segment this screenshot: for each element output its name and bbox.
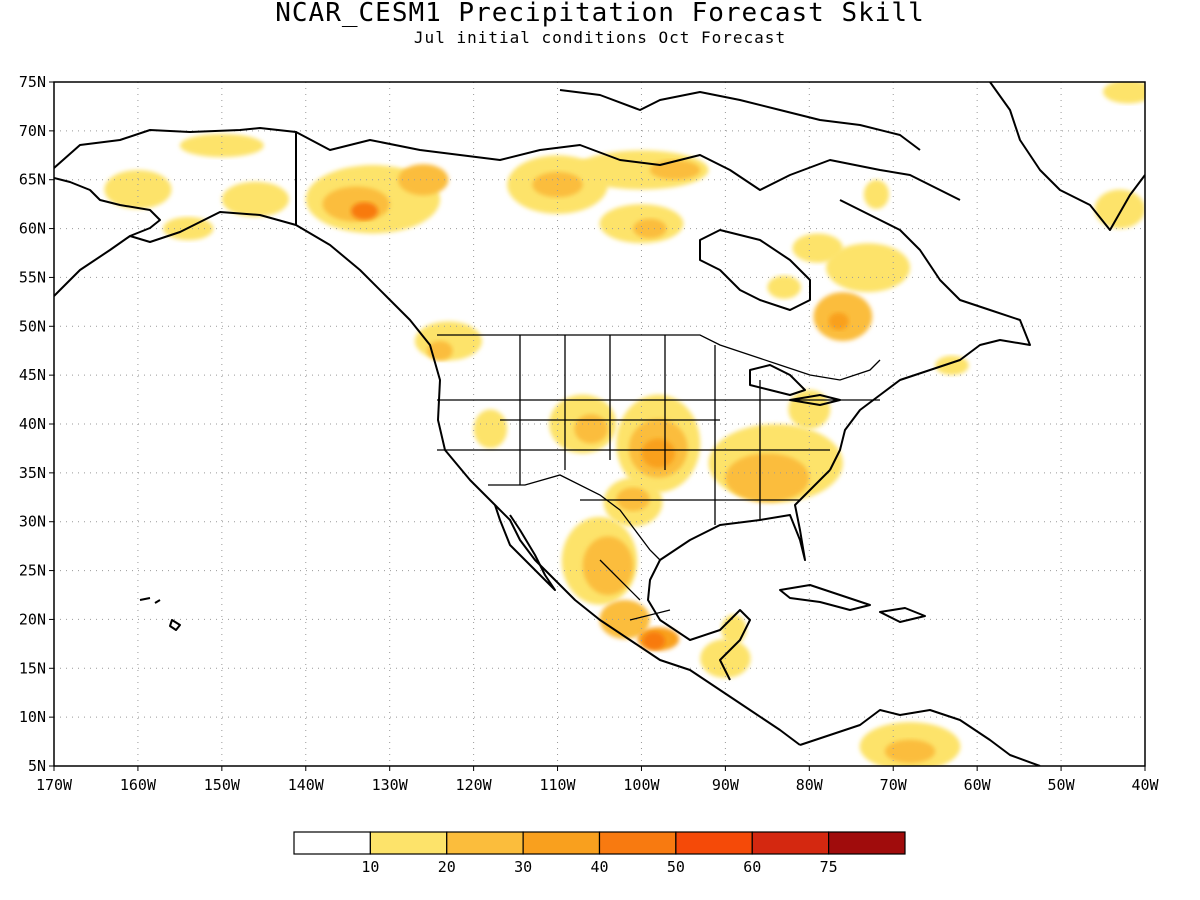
legend-swatch (751, 831, 830, 855)
skill-region-labrador-east (826, 243, 911, 293)
alaska-peninsula (54, 235, 131, 297)
lat-label: 35N (19, 464, 46, 482)
lon-label: 70W (880, 776, 908, 794)
lat-label: 10N (19, 708, 46, 726)
lat-label: 40N (19, 415, 46, 433)
lat-lon-grid (49, 81, 1146, 771)
lon-label: 120W (456, 776, 493, 794)
arctic-islands (559, 89, 921, 151)
gulf-coast (647, 559, 751, 681)
legend-swatch (522, 831, 601, 855)
lat-label: 25N (19, 562, 46, 580)
lon-label: 170W (36, 776, 73, 794)
skill-region-alaska-central (221, 181, 289, 217)
legend-swatch (675, 831, 753, 855)
skill-region-quebec-core (828, 312, 849, 331)
us-canada-border (437, 334, 881, 381)
legend-label: 40 (590, 858, 608, 876)
cuba (779, 584, 871, 611)
skill-region-nevada (473, 409, 508, 449)
longitude-labels: 170W 160W 150W 140W 130W 120W 110W 100W 90W 80W 70… (36, 776, 1160, 794)
legend-label: 50 (667, 858, 685, 876)
us-state-lines (437, 335, 880, 525)
lat-label: 55N (19, 268, 46, 286)
lon-label: 130W (372, 776, 409, 794)
skill-region-labrador (792, 233, 843, 263)
lat-label: 60N (19, 220, 46, 238)
lat-label: 15N (19, 659, 46, 677)
skill-region-greenland-ne (1103, 82, 1145, 104)
lon-label: 50W (1048, 776, 1076, 794)
legend-swatch (293, 831, 371, 855)
lon-label: 60W (964, 776, 992, 794)
legend-label: 75 (820, 858, 838, 876)
lon-label: 110W (539, 776, 576, 794)
lon-label: 40W (1131, 776, 1159, 794)
legend-swatch (369, 831, 448, 855)
mexico-states (599, 559, 671, 621)
chart-title: NCAR_CESM1 Precipitation Forecast Skill (275, 0, 925, 28)
legend-swatch (446, 831, 524, 855)
skill-region-southeast-core (725, 453, 810, 503)
lat-label: 65N (19, 171, 46, 189)
lat-label: 50N (19, 317, 46, 335)
lon-label: 90W (712, 776, 740, 794)
legend-swatch (828, 831, 906, 855)
chart-subtitle: Jul initial conditions Oct Forecast (413, 28, 787, 47)
lon-label: 160W (120, 776, 157, 794)
skill-region-alaska-west (104, 169, 172, 210)
canada-arctic-coast (295, 131, 961, 201)
lat-label: 20N (19, 610, 46, 628)
skill-region-mexico-south-peak (643, 632, 665, 650)
skill-region-greenland-se (1094, 189, 1145, 229)
hudson-bay (699, 229, 811, 311)
south-america-coast (799, 709, 1041, 766)
legend-swatch (598, 831, 677, 855)
hispaniola (879, 607, 926, 623)
skill-region-nunavut (574, 150, 709, 190)
skill-region-texas-core (616, 487, 650, 511)
legend-label: 60 (743, 858, 761, 876)
political-borders (295, 132, 881, 621)
skill-region-alaska-north (179, 133, 264, 158)
skill-region-venezuela-core (884, 739, 936, 764)
map-frame (53, 81, 1146, 767)
lat-label: 45N (19, 366, 46, 384)
skill-region-colorado-core (574, 414, 608, 444)
skill-region-plains-center (641, 438, 676, 468)
greenland-coast (989, 82, 1145, 231)
skill-region-keewatin-core (633, 218, 667, 239)
coastlines-layer (54, 82, 1145, 766)
pacific-coast (295, 224, 801, 746)
color-legend: 10 20 30 40 50 60 75 (293, 831, 906, 876)
hawaii (139, 597, 181, 631)
lat-label: 70N (19, 122, 46, 140)
skill-region-yucatan (721, 614, 747, 644)
lat-label: 5N (28, 757, 46, 775)
skill-region-nunavut-core (649, 160, 701, 180)
lon-label: 150W (204, 776, 241, 794)
legend-label: 10 (361, 858, 379, 876)
skill-region-baffin (863, 179, 890, 210)
skill-region-mackenzie (398, 164, 449, 196)
baja-california (494, 504, 556, 591)
legend-label: 20 (438, 858, 456, 876)
skill-region-nova-scotia (935, 355, 969, 376)
skill-region-yukon-peak (351, 202, 378, 220)
lon-label: 80W (796, 776, 824, 794)
skill-region-hudson-east (767, 275, 801, 299)
us-mexico-border (488, 474, 661, 561)
legend-label: 30 (514, 858, 532, 876)
lat-label: 75N (19, 73, 46, 91)
latitude-labels: 5N 10N 15N 20N 25N 30N 35N 40N 45N 50N 55N 60N 65N 70… (19, 73, 46, 775)
alaska-coast (54, 127, 297, 243)
lon-label: 100W (623, 776, 660, 794)
lat-label: 30N (19, 513, 46, 531)
lon-label: 140W (288, 776, 325, 794)
skill-shading-layer (104, 82, 1145, 766)
atlantic-coast (829, 199, 1031, 471)
